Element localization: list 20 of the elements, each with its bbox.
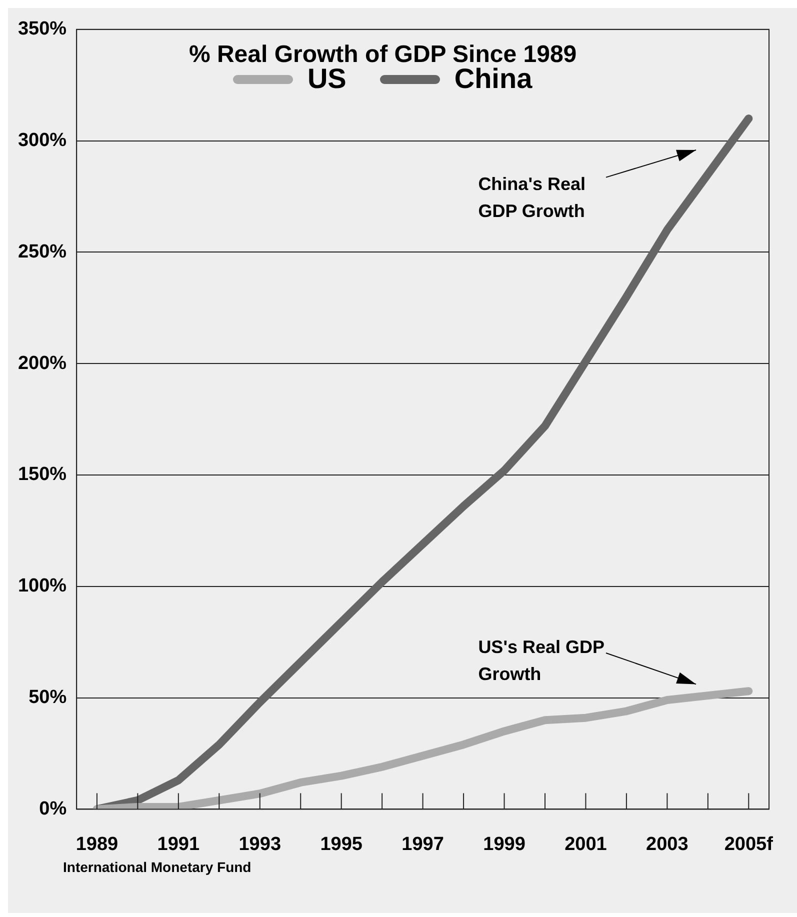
y-tick-label: 250% xyxy=(18,241,67,262)
x-tick-label: 1991 xyxy=(157,834,200,855)
y-tick-label: 0% xyxy=(39,798,67,820)
y-tick-label: 300% xyxy=(18,130,67,152)
y-tick-label: 150% xyxy=(18,464,67,486)
y-tick-label: 100% xyxy=(18,576,67,597)
x-tick-label: 2001 xyxy=(564,834,608,855)
x-tick-label: 1997 xyxy=(402,834,444,855)
x-tick-label: 2003 xyxy=(646,834,688,855)
x-tick-label: 1993 xyxy=(238,834,282,855)
y-tick-label: 200% xyxy=(18,352,67,374)
x-tick-label: 1999 xyxy=(483,834,526,855)
y-tick-label: 350% xyxy=(18,18,67,40)
x-tick-label: 1995 xyxy=(320,834,363,855)
x-tick-label: 1989 xyxy=(76,834,118,855)
annotation: China's Real GDP Growth xyxy=(478,173,587,224)
y-tick-label: 50% xyxy=(28,687,67,708)
annotation: US's Real GDP Growth xyxy=(478,636,606,686)
x-tick-label: 2005f xyxy=(724,834,774,855)
text: International Monetary Fund xyxy=(63,859,252,876)
